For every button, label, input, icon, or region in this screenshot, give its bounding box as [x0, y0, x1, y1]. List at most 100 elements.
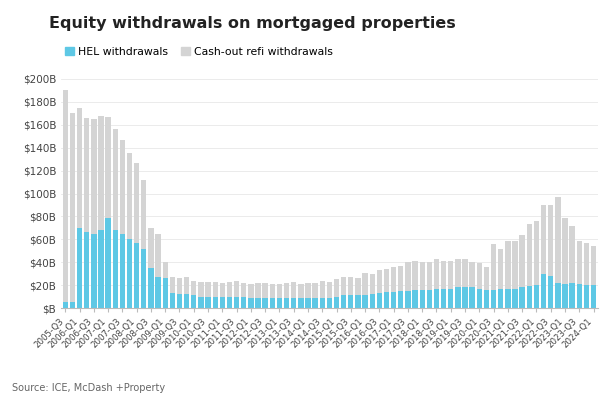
- Bar: [348, 295, 353, 308]
- Bar: [441, 289, 447, 308]
- Bar: [177, 278, 182, 294]
- Bar: [334, 297, 339, 308]
- Bar: [227, 282, 232, 297]
- Bar: [420, 290, 425, 308]
- Bar: [470, 262, 475, 288]
- Bar: [398, 266, 403, 291]
- Bar: [370, 274, 375, 294]
- Bar: [327, 282, 332, 298]
- Bar: [141, 248, 146, 308]
- Bar: [106, 117, 111, 218]
- Bar: [127, 153, 132, 239]
- Bar: [391, 267, 396, 292]
- Bar: [520, 235, 525, 288]
- Bar: [562, 284, 568, 308]
- Bar: [362, 273, 368, 295]
- Bar: [448, 261, 453, 289]
- Bar: [576, 284, 582, 308]
- Bar: [562, 218, 568, 284]
- Bar: [520, 288, 525, 308]
- Bar: [591, 246, 596, 285]
- Bar: [384, 269, 389, 292]
- Bar: [198, 282, 204, 297]
- Bar: [170, 293, 175, 308]
- Bar: [484, 267, 489, 290]
- Bar: [512, 289, 518, 308]
- Bar: [91, 119, 96, 233]
- Bar: [306, 298, 310, 308]
- Bar: [569, 283, 575, 308]
- Bar: [162, 278, 168, 308]
- Bar: [70, 303, 75, 308]
- Bar: [391, 292, 396, 308]
- Bar: [248, 284, 254, 298]
- Bar: [291, 298, 296, 308]
- Bar: [162, 262, 168, 278]
- Bar: [184, 277, 189, 294]
- Bar: [484, 290, 489, 308]
- Bar: [241, 297, 246, 308]
- Bar: [284, 283, 289, 298]
- Bar: [234, 280, 239, 297]
- Bar: [341, 295, 346, 308]
- Bar: [405, 262, 411, 291]
- Bar: [405, 291, 411, 308]
- Bar: [227, 297, 232, 308]
- Bar: [548, 276, 553, 308]
- Bar: [377, 293, 382, 308]
- Bar: [455, 259, 461, 288]
- Bar: [470, 288, 475, 308]
- Bar: [462, 288, 468, 308]
- Bar: [426, 290, 432, 308]
- Bar: [277, 284, 282, 298]
- Bar: [312, 283, 318, 298]
- Bar: [541, 205, 546, 274]
- Bar: [526, 286, 532, 308]
- Bar: [270, 284, 275, 298]
- Bar: [591, 285, 596, 308]
- Bar: [355, 295, 361, 308]
- Bar: [398, 291, 403, 308]
- Bar: [534, 221, 539, 285]
- Legend: HEL withdrawals, Cash-out refi withdrawals: HEL withdrawals, Cash-out refi withdrawa…: [61, 42, 337, 61]
- Bar: [63, 303, 68, 308]
- Bar: [98, 116, 104, 230]
- Bar: [584, 285, 589, 308]
- Text: Equity withdrawals on mortgaged properties: Equity withdrawals on mortgaged properti…: [49, 16, 456, 31]
- Bar: [512, 241, 518, 289]
- Bar: [220, 283, 225, 297]
- Bar: [434, 289, 439, 308]
- Bar: [327, 298, 332, 308]
- Bar: [441, 261, 447, 289]
- Bar: [148, 268, 154, 308]
- Bar: [569, 226, 575, 283]
- Bar: [191, 295, 196, 308]
- Bar: [141, 180, 146, 248]
- Bar: [134, 243, 139, 308]
- Bar: [541, 274, 546, 308]
- Bar: [241, 283, 246, 297]
- Bar: [362, 295, 368, 308]
- Bar: [262, 298, 268, 308]
- Bar: [505, 241, 511, 289]
- Bar: [448, 289, 453, 308]
- Bar: [98, 230, 104, 308]
- Bar: [70, 113, 75, 303]
- Bar: [284, 298, 289, 308]
- Bar: [555, 283, 561, 308]
- Bar: [220, 297, 225, 308]
- Bar: [476, 263, 482, 289]
- Bar: [184, 294, 189, 308]
- Bar: [306, 283, 310, 298]
- Bar: [248, 298, 254, 308]
- Bar: [334, 280, 339, 297]
- Bar: [206, 282, 210, 297]
- Bar: [384, 292, 389, 308]
- Bar: [156, 277, 161, 308]
- Bar: [113, 130, 118, 230]
- Bar: [262, 283, 268, 298]
- Bar: [212, 282, 218, 297]
- Bar: [555, 197, 561, 283]
- Bar: [298, 284, 304, 298]
- Bar: [434, 259, 439, 289]
